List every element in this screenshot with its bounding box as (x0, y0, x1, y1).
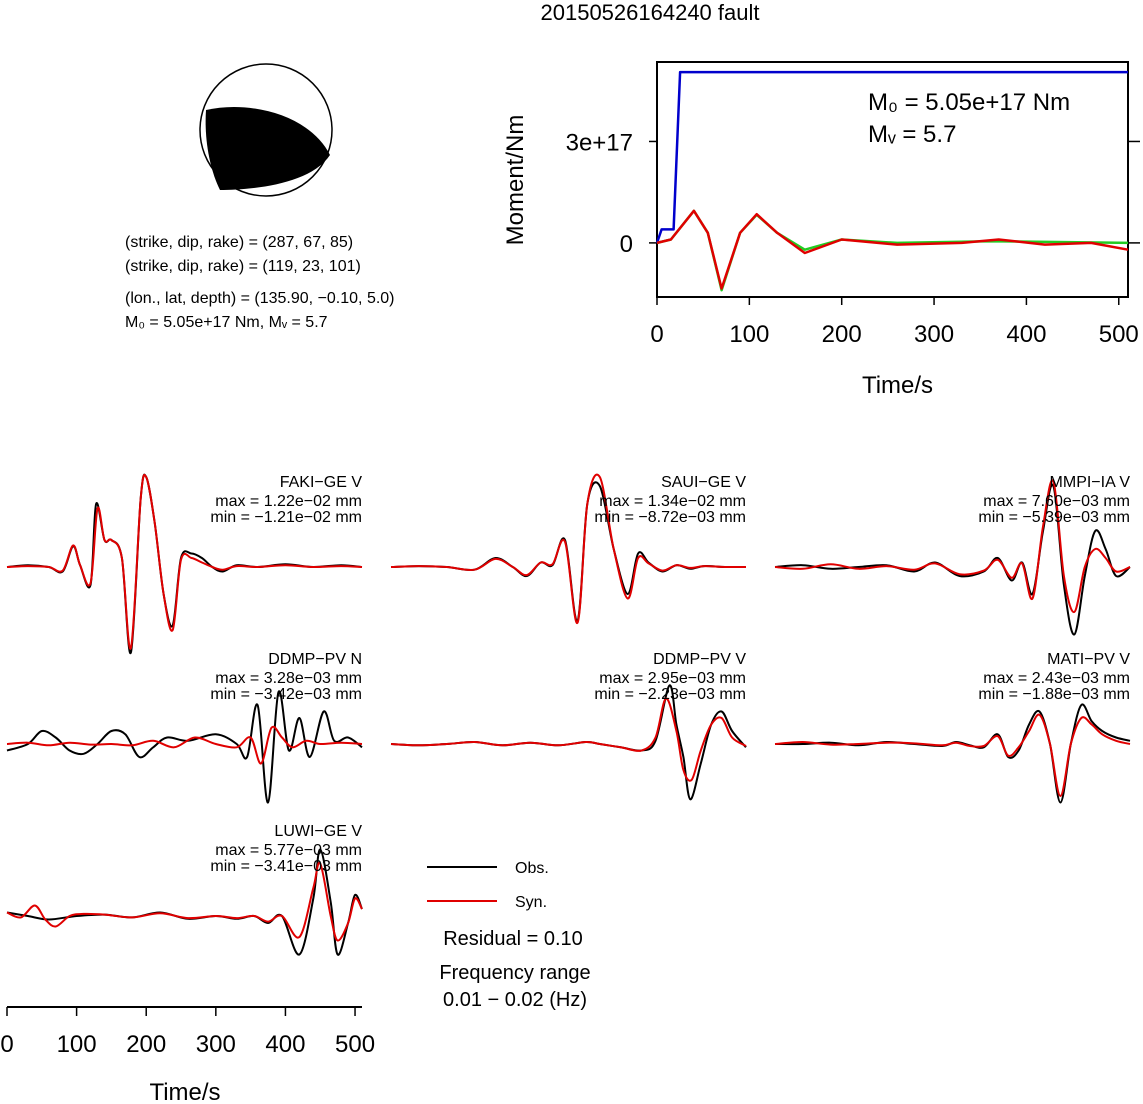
synthetic-trace (774, 713, 1131, 797)
station-name: FAKI−GE V (280, 474, 363, 491)
station-name: MMPI−IA V (1050, 474, 1131, 491)
station-min: min = −2.23e−03 mm (594, 686, 746, 703)
station-min: min = −1.88e−03 mm (978, 686, 1130, 703)
moment-function-plot: 0 100 200 300 400 500 0 3e+17 Time/s Moment/Nm M₀ … (502, 61, 1140, 399)
station-max: max = 5.77e−03 mm (215, 842, 362, 859)
residual-text: Residual = 0.10 (443, 928, 583, 950)
moment-plot-frame (656, 61, 1129, 298)
moment-x-tick-label: 100 (729, 321, 769, 348)
moment-series-line-2 (656, 209, 1129, 290)
station-min: min = −5.39e−03 mm (978, 509, 1130, 526)
station-min: min = −3.41e−03 mm (210, 858, 362, 875)
moment-annotation-mw: Mᵥ = 5.7 (868, 121, 956, 148)
legend-obs-label: Obs. (515, 860, 549, 877)
legend-syn-label: Syn. (515, 894, 547, 911)
moment-x-tick-label: 300 (914, 321, 954, 348)
waveform-time-axis: 0 100 200 300 400 500 Time/s (0, 1006, 375, 1104)
station-min: min = −8.72e−03 mm (594, 509, 746, 526)
moment-x-tick-label: 400 (1006, 321, 1046, 348)
frequency-range-label: Frequency range (439, 962, 590, 984)
moment-x-tick-label: 200 (822, 321, 862, 348)
observed-trace (6, 690, 363, 804)
moment-y-tick-label: 3e+17 (566, 129, 633, 156)
synthetic-trace (774, 479, 1131, 613)
moment-x-tick-label: 0 (650, 321, 663, 348)
station-max: max = 2.95e−03 mm (599, 670, 746, 687)
nodal-plane-1-text: (strike, dip, rake) = (287, 67, 85) (125, 234, 353, 251)
station-min: min = −3.42e−03 mm (210, 686, 362, 703)
location-text: (lon., lat, depth) = (135.90, −0.10, 5.0… (125, 290, 395, 307)
moment-annotation-m0: M₀ = 5.05e+17 Nm (868, 89, 1070, 116)
compressional-quadrant (205, 107, 330, 190)
time-axis-tick-label: 0 (0, 1031, 13, 1058)
station-name: LUWI−GE V (274, 823, 362, 840)
station-name: MATI−PV V (1047, 651, 1130, 668)
station-max: max = 7.60e−03 mm (983, 493, 1130, 510)
station-name: DDMP−PV N (268, 651, 362, 668)
station-min: min = −1.21e−02 mm (210, 509, 362, 526)
moment-series-line-0 (655, 70, 1128, 244)
synthetic-trace (390, 697, 747, 782)
time-axis-tick-label: 200 (126, 1031, 166, 1058)
synthetic-trace (6, 725, 363, 765)
synthetic-trace (6, 473, 363, 650)
moment-series-line-1 (656, 209, 1129, 292)
observed-trace (774, 703, 1131, 804)
station-max: max = 2.43e−03 mm (983, 670, 1130, 687)
time-axis-tick-label: 100 (57, 1031, 97, 1058)
moment-x-tick-label: 500 (1099, 321, 1139, 348)
station-max: max = 1.34e−02 mm (599, 493, 746, 510)
moment-x-axis-label: Time/s (862, 372, 933, 399)
time-axis-label: Time/s (149, 1079, 220, 1104)
moment-y-tick-label: 0 (620, 231, 633, 258)
focal-mechanism-beachball (199, 63, 333, 197)
time-axis-tick-label: 500 (335, 1031, 375, 1058)
synthetic-trace (6, 861, 363, 942)
time-axis-tick-label: 400 (265, 1031, 305, 1058)
moment-magnitude-text: M₀ = 5.05e+17 Nm, Mᵥ = 5.7 (125, 314, 328, 331)
station-max: max = 1.22e−02 mm (215, 493, 362, 510)
frequency-range-value: 0.01 − 0.02 (Hz) (443, 989, 587, 1011)
station-max: max = 3.28e−03 mm (215, 670, 362, 687)
moment-y-axis-label: Moment/Nm (502, 115, 529, 246)
time-axis-tick-label: 300 (196, 1031, 236, 1058)
synthetic-trace (390, 473, 747, 624)
nodal-plane-2-text: (strike, dip, rake) = (119, 23, 101) (125, 258, 361, 275)
station-name: SAUI−GE V (661, 474, 746, 491)
station-name: DDMP−PV V (653, 651, 746, 668)
figure-title: 20150526164240 fault (541, 0, 760, 25)
waveform-legend: Obs. Syn. (427, 860, 549, 911)
